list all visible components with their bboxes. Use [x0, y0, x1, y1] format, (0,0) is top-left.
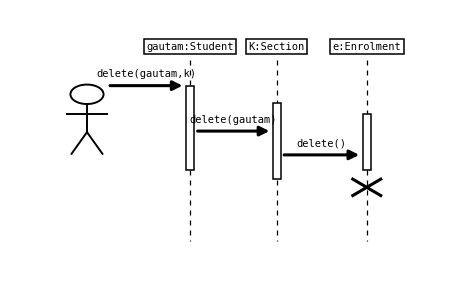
Bar	[363, 114, 371, 170]
Bar	[273, 103, 281, 179]
Text: delete(): delete()	[297, 139, 347, 148]
Text: e:Enrolment: e:Enrolment	[332, 42, 401, 52]
Bar	[186, 86, 194, 170]
Text: delete(gautam,k): delete(gautam,k)	[96, 69, 196, 79]
Text: gautam:Student: gautam:Student	[146, 42, 234, 52]
Text: delete(gautam): delete(gautam)	[190, 115, 277, 124]
Text: K:Section: K:Section	[248, 42, 304, 52]
